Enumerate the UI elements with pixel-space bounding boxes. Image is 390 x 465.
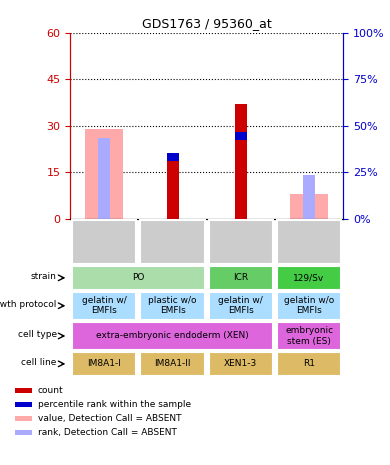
Bar xyxy=(167,157,179,219)
Bar xyxy=(85,129,124,219)
Bar xyxy=(277,266,341,290)
Bar xyxy=(209,352,273,376)
Text: growth protocol: growth protocol xyxy=(0,300,57,309)
Text: XEN1-3: XEN1-3 xyxy=(224,359,257,368)
Text: cell line: cell line xyxy=(21,358,57,367)
Bar xyxy=(209,292,273,319)
Bar xyxy=(277,220,341,264)
Text: gelatin w/
EMFIs: gelatin w/ EMFIs xyxy=(82,296,127,315)
Bar xyxy=(72,266,205,290)
Title: GDS1763 / 95360_at: GDS1763 / 95360_at xyxy=(142,17,271,30)
Text: strain: strain xyxy=(31,272,57,281)
Text: count: count xyxy=(38,386,63,395)
Bar xyxy=(209,220,273,264)
Bar xyxy=(235,132,247,140)
Text: ICR: ICR xyxy=(233,273,248,282)
Text: IM8A1-II: IM8A1-II xyxy=(154,359,191,368)
Bar xyxy=(72,322,273,350)
Text: IM8A1-I: IM8A1-I xyxy=(87,359,121,368)
Text: percentile rank within the sample: percentile rank within the sample xyxy=(38,400,191,409)
Bar xyxy=(303,175,315,219)
Bar xyxy=(209,266,273,290)
Text: extra-embryonic endoderm (XEN): extra-embryonic endoderm (XEN) xyxy=(96,332,249,340)
Text: R1: R1 xyxy=(303,359,315,368)
Bar xyxy=(277,292,341,319)
Text: plastic w/o
EMFIs: plastic w/o EMFIs xyxy=(148,296,197,315)
Bar xyxy=(16,402,32,407)
Bar xyxy=(16,430,32,435)
Bar xyxy=(72,220,136,264)
Bar xyxy=(16,388,32,393)
Text: embryonic
stem (ES): embryonic stem (ES) xyxy=(285,326,333,345)
Text: rank, Detection Call = ABSENT: rank, Detection Call = ABSENT xyxy=(38,428,177,437)
Bar xyxy=(167,153,179,161)
Bar xyxy=(140,292,205,319)
Text: 129/Sv: 129/Sv xyxy=(293,273,325,282)
Bar xyxy=(140,352,205,376)
Text: PO: PO xyxy=(132,273,145,282)
Text: cell type: cell type xyxy=(18,330,57,339)
Bar xyxy=(140,220,205,264)
Text: value, Detection Call = ABSENT: value, Detection Call = ABSENT xyxy=(38,414,181,423)
Bar xyxy=(290,194,328,219)
Bar xyxy=(72,292,136,319)
Bar xyxy=(16,416,32,421)
Bar xyxy=(277,352,341,376)
Bar xyxy=(72,352,136,376)
Bar xyxy=(277,322,341,350)
Text: gelatin w/
EMFIs: gelatin w/ EMFIs xyxy=(218,296,263,315)
Text: gelatin w/o
EMFIs: gelatin w/o EMFIs xyxy=(284,296,334,315)
Bar xyxy=(98,138,110,219)
Bar xyxy=(235,104,247,219)
